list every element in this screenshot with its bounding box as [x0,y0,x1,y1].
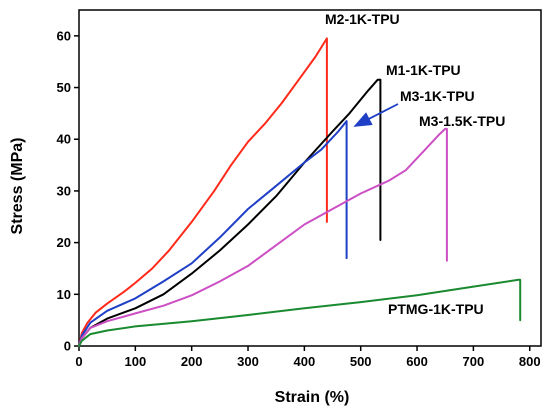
x-tick-label: 400 [294,354,316,369]
y-tick-label: 60 [57,28,71,43]
y-tick-label: 10 [57,287,71,302]
x-tick-label: 800 [519,354,541,369]
x-axis-ticks: 0 100 200 300 400 500 600 700 800 [75,346,541,369]
plot-area [78,9,542,347]
plot-frame [78,9,542,347]
series-line-m2-1k-tpu [78,37,328,347]
x-tick-label: 100 [124,354,146,369]
y-tick-label: 50 [57,80,71,95]
series-line-ptmg-1k-tpu [78,278,522,347]
annotation-arrow [353,103,399,127]
x-tick-label: 300 [237,354,259,369]
series-label-m2: M2-1K-TPU [325,11,400,27]
y-tick-label: 20 [57,235,71,250]
x-tick-label: 700 [463,354,485,369]
series-lines [78,37,522,347]
series-label-m3: M3-1K-TPU [400,88,475,104]
series-label-m3-1-5k: M3-1.5K-TPU [419,113,505,129]
series-line-m1-1k-tpu [78,78,382,347]
y-tick-label: 0 [64,339,71,354]
x-tick-label: 200 [181,354,203,369]
x-axis-title: Strain (%) [275,389,350,406]
series-label-ptmg: PTMG-1K-TPU [388,301,484,317]
y-tick-label: 30 [57,183,71,198]
x-tick-label: 600 [406,354,428,369]
x-tick-label: 500 [350,354,372,369]
x-tick-label: 0 [75,354,82,369]
y-axis-ticks: 0 10 20 30 40 50 60 [57,28,79,354]
y-axis-title: Stress (MPa) [9,138,26,235]
series-line-m3-1k-tpu [78,120,348,347]
y-tick-label: 40 [57,132,71,147]
series-line-m3-1-5k-tpu [78,127,448,347]
series-label-m1: M1-1K-TPU [386,62,461,78]
